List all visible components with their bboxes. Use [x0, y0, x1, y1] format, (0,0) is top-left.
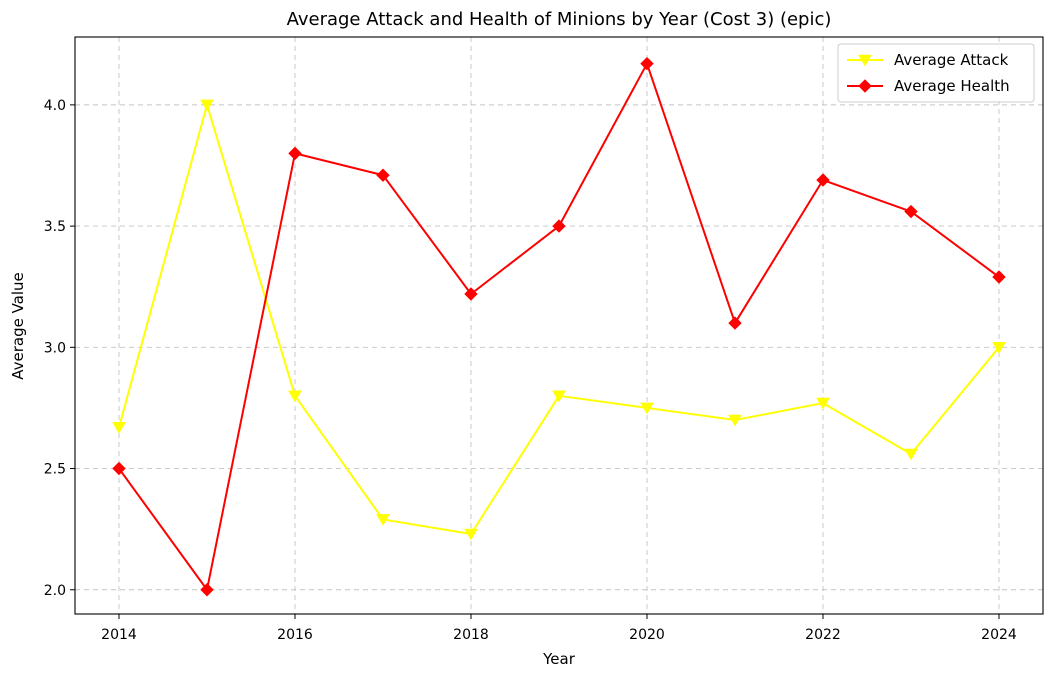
y-tick-label: 2.0	[44, 583, 66, 599]
legend-item: Average Health	[847, 77, 1010, 95]
marker-diamond	[816, 173, 830, 187]
marker-triangle-down	[288, 390, 302, 403]
marker-triangle-down	[464, 528, 478, 541]
marker-triangle-down	[552, 390, 566, 403]
marker-triangle-down	[112, 422, 126, 434]
grid	[75, 37, 1043, 614]
x-axis-label: Year	[542, 650, 576, 668]
marker-diamond	[464, 287, 478, 301]
x-tick-label: 2014	[101, 627, 137, 643]
legend-label: Average Attack	[894, 51, 1009, 69]
ticks: 2014 2016 2018 2020 2022 2024 2.0 2.5 3.0 3.5 4.0	[44, 98, 1017, 643]
series-0	[112, 99, 1006, 541]
marker-diamond	[904, 204, 918, 219]
marker-diamond	[858, 79, 872, 93]
marker-diamond	[640, 56, 654, 71]
marker-diamond	[376, 168, 390, 182]
marker-triangle-down	[728, 414, 742, 427]
marker-triangle-down	[640, 402, 654, 415]
marker-triangle-down	[992, 342, 1006, 354]
marker-triangle-down	[858, 54, 872, 67]
marker-triangle-down	[816, 397, 830, 410]
marker-diamond	[552, 219, 566, 233]
y-tick-label: 3.5	[44, 219, 66, 235]
marker-diamond	[112, 461, 126, 476]
marker-diamond	[200, 583, 214, 597]
marker-diamond	[288, 146, 302, 161]
legend-box	[837, 43, 1035, 103]
plot-area-frame	[74, 36, 1044, 615]
chart-title: Average Attack and Health of Minions by …	[287, 9, 832, 30]
series-1	[112, 56, 1006, 597]
marker-triangle-down	[200, 99, 214, 112]
y-tick-label: 4.0	[44, 98, 66, 114]
x-tick-label: 2018	[453, 627, 489, 643]
series-group	[112, 56, 1006, 597]
y-tick-label: 2.5	[44, 462, 66, 478]
y-tick-label: 3.0	[44, 340, 66, 356]
marker-triangle-down	[376, 514, 390, 526]
x-tick-label: 2020	[629, 627, 665, 643]
legend-label: Average Health	[894, 77, 1010, 95]
series-line	[118, 103, 1000, 535]
x-tick-label: 2024	[981, 627, 1017, 643]
x-tick-label: 2016	[277, 627, 313, 643]
marker-diamond	[992, 270, 1006, 284]
y-axis-label: Average Value	[9, 272, 27, 380]
legend-item: Average Attack	[847, 51, 1009, 69]
marker-triangle-down	[904, 448, 918, 461]
legend: Average Attack Average Health	[837, 43, 1035, 103]
series-line	[118, 62, 1000, 591]
marker-diamond	[728, 316, 742, 330]
x-tick-label: 2022	[805, 627, 841, 643]
